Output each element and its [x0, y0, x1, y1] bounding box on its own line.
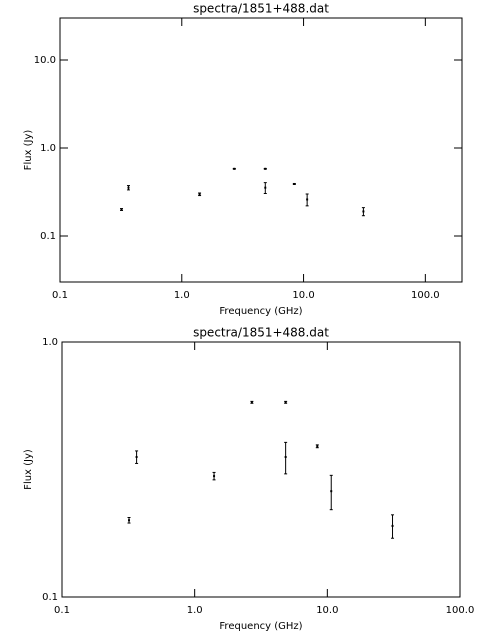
x-tick-label: 1.0	[174, 290, 190, 301]
data-point	[120, 208, 123, 211]
y-tick-label: 0.1	[42, 592, 58, 603]
data-point	[250, 401, 253, 404]
x-axis-label: Frequency (GHz)	[219, 621, 302, 632]
data-point	[264, 167, 267, 170]
data-point	[391, 524, 394, 527]
y-axis-label: Flux (Jy)	[23, 449, 34, 490]
y-tick-label: 10.0	[34, 55, 56, 66]
data-point	[293, 182, 296, 185]
x-tick-label: 0.1	[52, 290, 68, 301]
data-point	[362, 210, 365, 213]
y-tick-label: 1.0	[40, 143, 56, 154]
x-tick-label: 10.0	[316, 605, 338, 616]
y-axis-label: Flux (Jy)	[23, 130, 34, 171]
data-point	[233, 167, 236, 170]
data-point	[316, 445, 319, 448]
data-point	[306, 198, 309, 201]
chart-title: spectra/1851+488.dat	[193, 326, 329, 340]
x-tick-label: 0.1	[54, 605, 70, 616]
x-tick-label: 100.0	[411, 290, 440, 301]
data-point	[198, 193, 201, 196]
chart-title: spectra/1851+488.dat	[193, 2, 329, 16]
x-tick-label: 1.0	[187, 605, 203, 616]
data-point	[135, 456, 138, 459]
y-tick-label: 0.1	[40, 231, 56, 242]
data-point	[284, 401, 287, 404]
data-point	[264, 186, 267, 189]
data-point	[213, 475, 216, 478]
x-tick-label: 100.0	[446, 605, 475, 616]
y-tick-label: 1.0	[42, 337, 58, 348]
data-point	[284, 456, 287, 459]
plot-frame	[61, 341, 461, 598]
x-axis-label: Frequency (GHz)	[219, 306, 302, 317]
data-point	[128, 519, 131, 522]
plot-frame	[59, 17, 463, 283]
x-tick-label: 10.0	[292, 290, 314, 301]
data-point	[330, 490, 333, 493]
data-point	[127, 186, 130, 189]
